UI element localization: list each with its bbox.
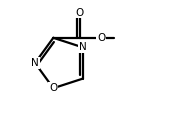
Text: N: N bbox=[79, 42, 87, 52]
Text: O: O bbox=[49, 83, 57, 93]
Text: O: O bbox=[97, 33, 105, 43]
Text: O: O bbox=[76, 8, 84, 18]
Text: N: N bbox=[31, 58, 39, 68]
